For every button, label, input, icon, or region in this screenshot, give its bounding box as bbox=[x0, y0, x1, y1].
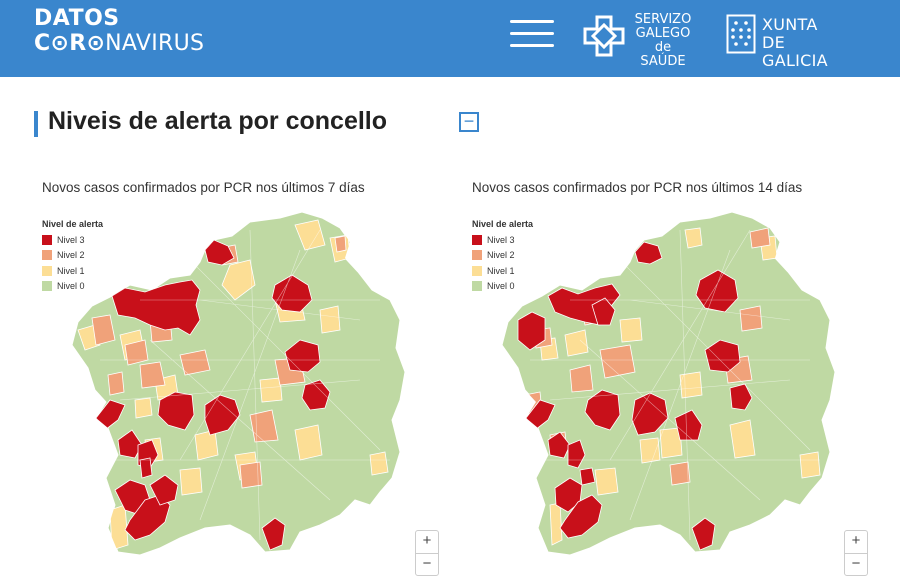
logo-line2: C⊙R⊙NAVIRUS bbox=[34, 31, 205, 56]
legend-item: Nivel 3 bbox=[472, 232, 533, 248]
xunta-line2: DE GALICIA bbox=[762, 33, 828, 70]
galicia-map-7-days[interactable] bbox=[60, 200, 420, 570]
legend-item: Nivel 2 bbox=[42, 248, 103, 264]
servizo-galego-saude-logo[interactable]: SERVIZO GALEGO de SAÚDE bbox=[582, 12, 694, 69]
galicia-map-14-days[interactable] bbox=[490, 200, 850, 570]
sergas-line1: SERVIZO bbox=[634, 12, 692, 27]
legend-7-days: Nivel de alerta Nivel 3 Nivel 2 Nivel 1 … bbox=[42, 219, 103, 294]
collapse-button[interactable]: − bbox=[459, 112, 479, 132]
map-title-14-days: Novos casos confirmados por PCR nos últi… bbox=[472, 180, 803, 195]
sergas-cross-icon bbox=[583, 15, 625, 57]
xunta-de-galicia-logo[interactable]: XUNTA DE GALICIA bbox=[726, 14, 856, 70]
xunta-line1: XUNTA bbox=[762, 15, 818, 34]
menu-icon[interactable] bbox=[510, 20, 554, 48]
zoom-out-button[interactable]: − bbox=[845, 553, 867, 576]
zoom-in-button[interactable]: + bbox=[422, 532, 432, 549]
legend-title: Nivel de alerta bbox=[472, 219, 534, 229]
legend-item: Nivel 1 bbox=[42, 263, 103, 279]
title-accent-bar bbox=[34, 111, 38, 137]
sergas-line3: de SAÚDE bbox=[640, 40, 686, 69]
logo-line1: DATOS bbox=[34, 6, 120, 31]
legend-14-days: Nivel de alerta Nivel 3 Nivel 2 Nivel 1 … bbox=[472, 219, 533, 294]
map-title-7-days: Novos casos confirmados por PCR nos últi… bbox=[42, 180, 365, 195]
zoom-control-7-days: + − bbox=[415, 530, 439, 576]
header: DATOS C⊙R⊙NAVIRUS SERVIZO GALEGO de SAÚD… bbox=[0, 0, 900, 77]
xunta-shield-icon bbox=[726, 14, 756, 54]
legend-title: Nivel de alerta bbox=[42, 219, 104, 229]
zoom-control-14-days: + − bbox=[844, 530, 868, 576]
sergas-line2: GALEGO bbox=[635, 26, 691, 41]
zoom-out-button[interactable]: − bbox=[416, 553, 438, 576]
zoom-in-button[interactable]: + bbox=[851, 532, 861, 549]
legend-item: Nivel 1 bbox=[472, 263, 533, 279]
legend-item: Nivel 3 bbox=[42, 232, 103, 248]
legend-item: Nivel 0 bbox=[472, 279, 533, 295]
legend-item: Nivel 2 bbox=[472, 248, 533, 264]
legend-item: Nivel 0 bbox=[42, 279, 103, 295]
datos-coronavirus-logo[interactable]: DATOS C⊙R⊙NAVIRUS bbox=[34, 8, 204, 55]
galicia-shape bbox=[501, 211, 836, 556]
page-title: Niveis de alerta por concello bbox=[48, 107, 388, 135]
